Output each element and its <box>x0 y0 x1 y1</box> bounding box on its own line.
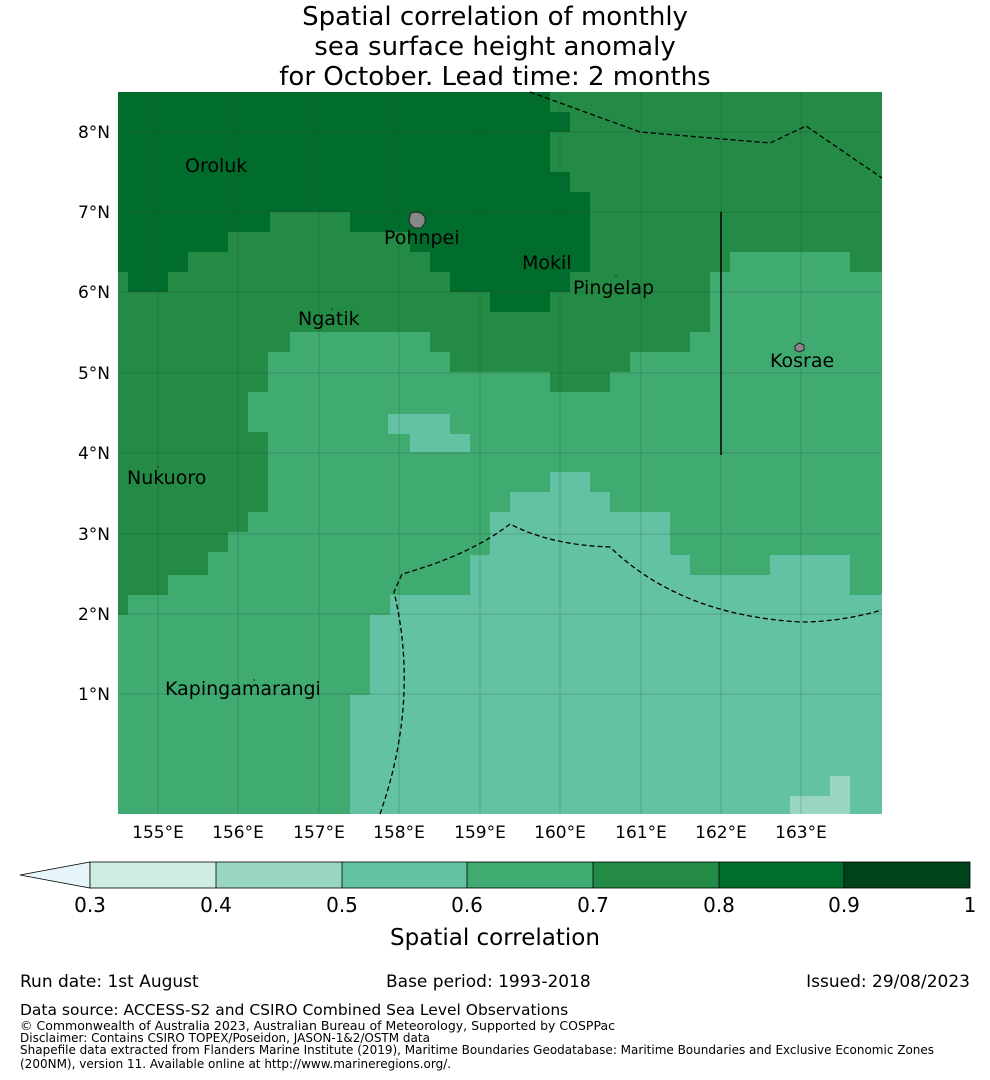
region-corr-0.5-small <box>388 414 470 452</box>
lon-label: 158°E <box>373 823 425 843</box>
lon-label: 155°E <box>132 823 184 843</box>
colorbar-extend-arrow <box>19 861 91 889</box>
region-corr-0.8 <box>118 92 882 615</box>
colorbar: 0.3 0.4 0.5 0.6 0.7 0.8 0.9 1 Spatial co… <box>19 861 977 951</box>
lat-label: 7°N <box>78 203 110 223</box>
colorbar-tick: 0.8 <box>703 893 735 917</box>
pohnpei-island <box>408 211 426 229</box>
region-corr-0.4 <box>790 776 850 814</box>
correlation-map: Oroluk Pohnpei Mokil Pingelap Ngatik Kos… <box>19 91 977 951</box>
kosrae-island <box>794 342 805 353</box>
lat-label: 6°N <box>78 283 110 303</box>
lon-label: 159°E <box>454 823 506 843</box>
lon-label: 162°E <box>695 823 747 843</box>
disclaimer: Disclaimer: Contains CSIRO TOPEX/Poseido… <box>20 1031 430 1045</box>
region-corr-0.5-south <box>350 695 370 814</box>
lat-label: 3°N <box>78 525 110 545</box>
lat-label: 5°N <box>78 364 110 384</box>
data-source: Data source: ACCESS-S2 and CSIRO Combine… <box>20 1001 569 1019</box>
map-panel: Oroluk Pohnpei Mokil Pingelap Ngatik Kos… <box>118 91 883 815</box>
lat-label: 4°N <box>78 444 110 464</box>
region-corr-0.5 <box>370 472 882 814</box>
title-line-2: sea surface height anomaly <box>314 32 676 62</box>
colorbar-tick: 1 <box>964 893 977 917</box>
lon-label: 161°E <box>615 823 667 843</box>
shapefile-credit-1: Shapefile data extracted from Flanders M… <box>20 1043 935 1057</box>
region-corr-0.9 <box>118 92 590 312</box>
colorbar-segment <box>844 862 970 888</box>
colorbar-segment <box>216 862 342 888</box>
chart-title: Spatial correlation of monthly sea surfa… <box>0 2 990 92</box>
gridlines <box>118 92 882 814</box>
lon-label: 156°E <box>212 823 264 843</box>
colorbar-segment <box>593 862 719 888</box>
lat-label: 1°N <box>78 685 110 705</box>
lon-label: 163°E <box>775 823 827 843</box>
colorbar-tick: 0.5 <box>326 893 358 917</box>
colorbar-tick: 0.3 <box>74 893 106 917</box>
copyright: © Commonwealth of Australia 2023, Austra… <box>20 1018 615 1033</box>
colorbar-tick: 0.4 <box>200 893 232 917</box>
place-label-pohnpei: Pohnpei <box>384 227 460 249</box>
lat-label: 8°N <box>78 123 110 143</box>
place-label-oroluk: Oroluk <box>185 155 247 177</box>
eez-boundaries <box>379 91 883 815</box>
lon-label: 157°E <box>293 823 345 843</box>
colorbar-frame <box>89 861 971 889</box>
lon-label: 160°E <box>534 823 586 843</box>
colorbar-tick: 0.9 <box>828 893 860 917</box>
small-islands <box>157 256 617 681</box>
place-label-nukuoro: Nukuoro <box>127 467 206 489</box>
colorbar-segment <box>467 862 593 888</box>
run-date: Run date: 1st August <box>20 972 199 992</box>
colorbar-segment <box>719 862 844 888</box>
place-label-kosrae: Kosrae <box>770 350 834 372</box>
colorbar-label: Spatial correlation <box>390 925 600 951</box>
place-label-pingelap: Pingelap <box>573 277 654 299</box>
issued-date: Issued: 29/08/2023 <box>806 972 970 992</box>
place-label-kapingamarangi: Kapingamarangi <box>165 678 321 700</box>
place-label-ngatik: Ngatik <box>298 308 360 330</box>
place-label-mokil: Mokil <box>522 252 572 274</box>
title-line-3: for October. Lead time: 2 months <box>279 62 711 92</box>
colorbar-segment <box>90 862 216 888</box>
lat-label: 2°N <box>78 605 110 625</box>
colorbar-tick: 0.6 <box>451 893 483 917</box>
base-period: Base period: 1993-2018 <box>386 972 591 992</box>
title-line-1: Spatial correlation of monthly <box>302 2 688 32</box>
colorbar-tick: 0.7 <box>577 893 609 917</box>
eez-boundary-south <box>379 523 883 815</box>
shapefile-credit-2: (200NM), version 11. Available online at… <box>20 1057 452 1071</box>
colorbar-segment <box>342 862 467 888</box>
